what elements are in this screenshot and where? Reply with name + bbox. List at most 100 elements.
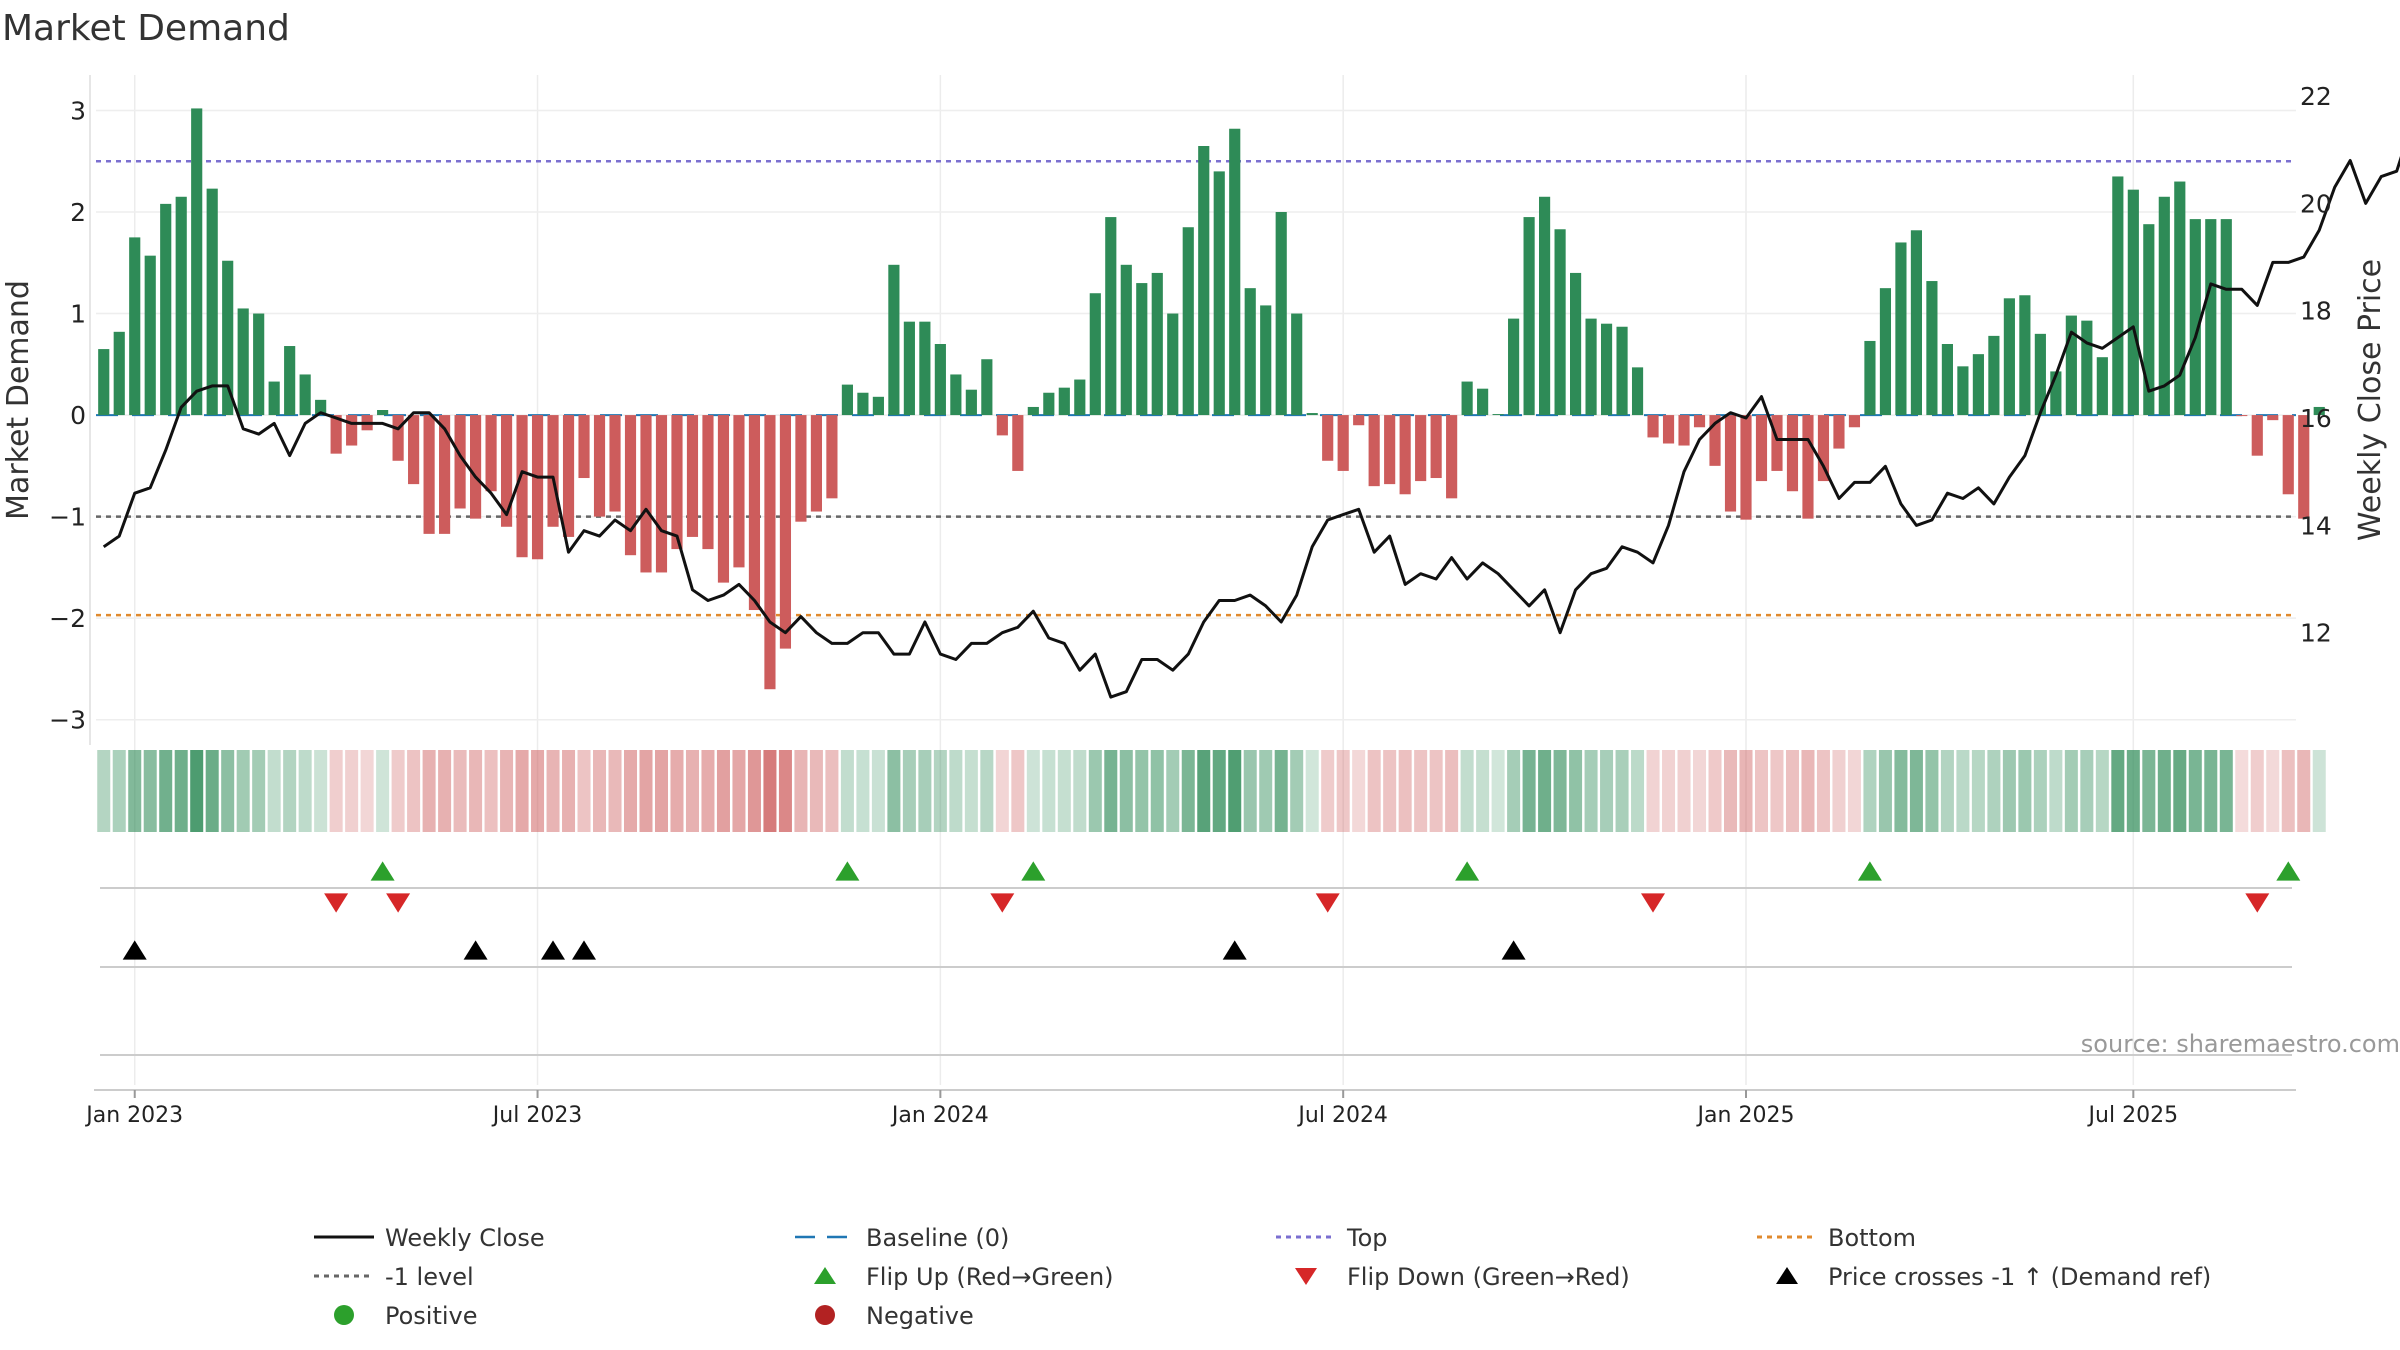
demand-bar bbox=[2034, 333, 2046, 416]
heat-cell bbox=[1445, 750, 1459, 832]
weekly-close-series bbox=[102, 156, 2400, 699]
demand-bar bbox=[965, 389, 977, 416]
demand-bar bbox=[1213, 171, 1225, 416]
heat-cell bbox=[856, 750, 870, 832]
heat-cell bbox=[1522, 750, 1536, 832]
heat-cell bbox=[608, 750, 622, 832]
heat-cell bbox=[2142, 750, 2156, 832]
flip-up-marker bbox=[835, 861, 860, 881]
demand-bar bbox=[578, 415, 590, 479]
heat-cell bbox=[1243, 750, 1257, 832]
demand-bar bbox=[1012, 415, 1024, 471]
heat-cell bbox=[701, 750, 715, 832]
demand-bar bbox=[160, 203, 172, 416]
heat-cell bbox=[2095, 750, 2109, 832]
legend-entry: Bottom bbox=[1757, 1224, 1916, 1252]
heat-cell bbox=[298, 750, 312, 832]
heat-cell bbox=[1584, 750, 1598, 832]
demand-bar bbox=[2251, 415, 2263, 456]
heat-cell bbox=[469, 750, 483, 832]
demand-bar bbox=[547, 415, 559, 527]
y2-axis-label: Weekly Close Price bbox=[2353, 259, 2388, 541]
demand-bar bbox=[1988, 335, 2000, 416]
heat-cell bbox=[1476, 750, 1490, 832]
heat-cell bbox=[1026, 750, 1040, 832]
heat-cell bbox=[2250, 750, 2264, 832]
demand-bar bbox=[1631, 367, 1644, 416]
y-tick-label: 0 bbox=[70, 401, 86, 430]
legend-entry: -1 level bbox=[314, 1263, 474, 1291]
heat-cell bbox=[1367, 750, 1381, 832]
demand-bar bbox=[1895, 242, 1907, 416]
heat-cell bbox=[500, 750, 514, 832]
x-tick-label: Jul 2023 bbox=[491, 1103, 583, 1128]
y-tick-label: 3 bbox=[70, 96, 86, 125]
demand-bar bbox=[1229, 128, 1241, 416]
legend-swatch-circle bbox=[334, 1305, 354, 1325]
heat-cell bbox=[453, 750, 467, 832]
heat-cell bbox=[1739, 750, 1753, 832]
heat-cell bbox=[1383, 750, 1397, 832]
demand-bars bbox=[98, 108, 2325, 690]
flip-up-marker bbox=[370, 861, 395, 881]
y-tick-label: −1 bbox=[49, 503, 86, 532]
source-credit: source: sharemaestro.com bbox=[2081, 1030, 2400, 1058]
heat-cell bbox=[205, 750, 219, 832]
x-tick-label: Jan 2025 bbox=[1696, 1103, 1795, 1128]
heat-cell bbox=[918, 750, 932, 832]
legend-label: Flip Up (Red→Green) bbox=[866, 1263, 1114, 1291]
demand-bar bbox=[1322, 415, 1334, 461]
heat-cell bbox=[407, 750, 421, 832]
heat-cell bbox=[1491, 750, 1505, 832]
heat-cell bbox=[1305, 750, 1319, 832]
demand-bar bbox=[919, 321, 931, 416]
demand-bar bbox=[284, 346, 296, 416]
y2-tick-label: 12 bbox=[2300, 619, 2332, 648]
legend-label: Top bbox=[1346, 1224, 1388, 1252]
heat-cell bbox=[438, 750, 452, 832]
heat-cell bbox=[1801, 750, 1815, 832]
demand-bar bbox=[1678, 415, 1690, 446]
demand-bar bbox=[1647, 415, 1659, 438]
heat-cell bbox=[484, 750, 498, 832]
demand-bar bbox=[1492, 414, 1504, 416]
heat-cell bbox=[1708, 750, 1722, 832]
heat-cell bbox=[562, 750, 576, 832]
demand-bar bbox=[206, 188, 218, 416]
demand-bar bbox=[981, 359, 993, 416]
heat-cell bbox=[2018, 750, 2032, 832]
legend-swatch-triangle-down bbox=[1295, 1268, 1317, 1285]
demand-bar bbox=[671, 415, 683, 550]
demand-bar bbox=[1616, 326, 1628, 416]
demand-bar bbox=[2127, 189, 2139, 416]
price-cross-marker bbox=[122, 940, 147, 960]
legend-entry: Price crosses -1 ↑ (Demand ref) bbox=[1776, 1263, 2211, 1291]
y-tick-label: 2 bbox=[70, 198, 86, 227]
demand-bar bbox=[1337, 415, 1349, 471]
heat-cell bbox=[2235, 750, 2249, 832]
demand-bar bbox=[144, 255, 156, 416]
demand-bar bbox=[1043, 392, 1055, 416]
demand-bar bbox=[1864, 340, 1876, 416]
heat-cell bbox=[809, 750, 823, 832]
heat-cell bbox=[1569, 750, 1583, 832]
heat-cell bbox=[2002, 750, 2016, 832]
heat-cell bbox=[1909, 750, 1923, 832]
heat-cell bbox=[143, 750, 157, 832]
demand-bar bbox=[1368, 415, 1380, 487]
demand-bar bbox=[1910, 230, 1922, 416]
heat-cell bbox=[1615, 750, 1629, 832]
demand-bar bbox=[2298, 415, 2310, 519]
demand-bar bbox=[1709, 415, 1721, 466]
heat-cell bbox=[360, 750, 374, 832]
heat-cell bbox=[1414, 750, 1428, 832]
demand-bar bbox=[640, 415, 652, 573]
heat-cell bbox=[2297, 750, 2311, 832]
demand-bar bbox=[1136, 283, 1148, 416]
heat-cell bbox=[2157, 750, 2171, 832]
demand-bar bbox=[253, 313, 265, 416]
demand-bar bbox=[764, 415, 776, 690]
demand-bar bbox=[2050, 371, 2062, 416]
heat-cell bbox=[1754, 750, 1768, 832]
demand-bar bbox=[748, 415, 761, 611]
